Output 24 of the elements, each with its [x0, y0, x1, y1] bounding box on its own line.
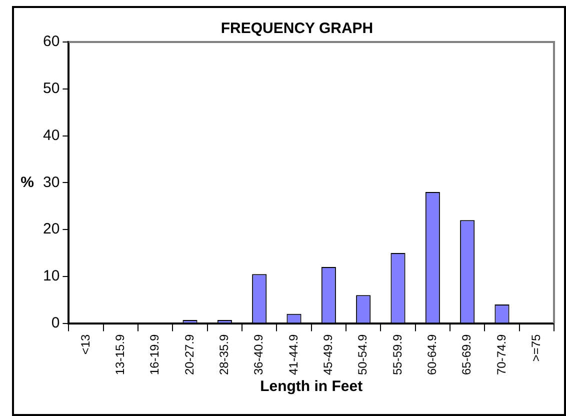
x-tick-label: <13 — [78, 334, 92, 355]
y-tick-label: 50 — [42, 80, 60, 98]
y-tick-label: 10 — [42, 268, 60, 285]
x-tick-label: 45-49.9 — [320, 334, 335, 376]
x-tick-label: 41-44.9 — [286, 334, 300, 376]
x-tick-label: 20-27.9 — [182, 334, 196, 376]
x-tick-label: >=75 — [528, 334, 543, 362]
x-tick-label: 13-15.9 — [112, 334, 127, 376]
x-tick-label: 16-19.9 — [148, 334, 162, 376]
y-tick-label: 20 — [42, 220, 60, 238]
y-tick-label: 30 — [42, 174, 60, 191]
y-axis-title: % — [20, 174, 34, 191]
x-axis-title: Length in Feet — [260, 378, 363, 396]
y-tick-label: 60 — [42, 33, 60, 50]
y-tick-label: 0 — [51, 314, 60, 332]
x-tick-label: 70-74.9 — [494, 334, 508, 376]
x-tick-label: 60-64.9 — [424, 334, 439, 376]
x-tick-label: 65-69.9 — [460, 334, 474, 376]
x-tick-label: 55-59.9 — [390, 334, 404, 376]
x-tick-label: 28-35.9 — [216, 334, 231, 376]
x-tick-label: 36-40.9 — [252, 334, 266, 376]
y-tick-label: 40 — [42, 126, 60, 144]
x-tick-label: 50-54.9 — [356, 334, 370, 376]
chart-title: FREQUENCY GRAPH — [220, 20, 374, 38]
